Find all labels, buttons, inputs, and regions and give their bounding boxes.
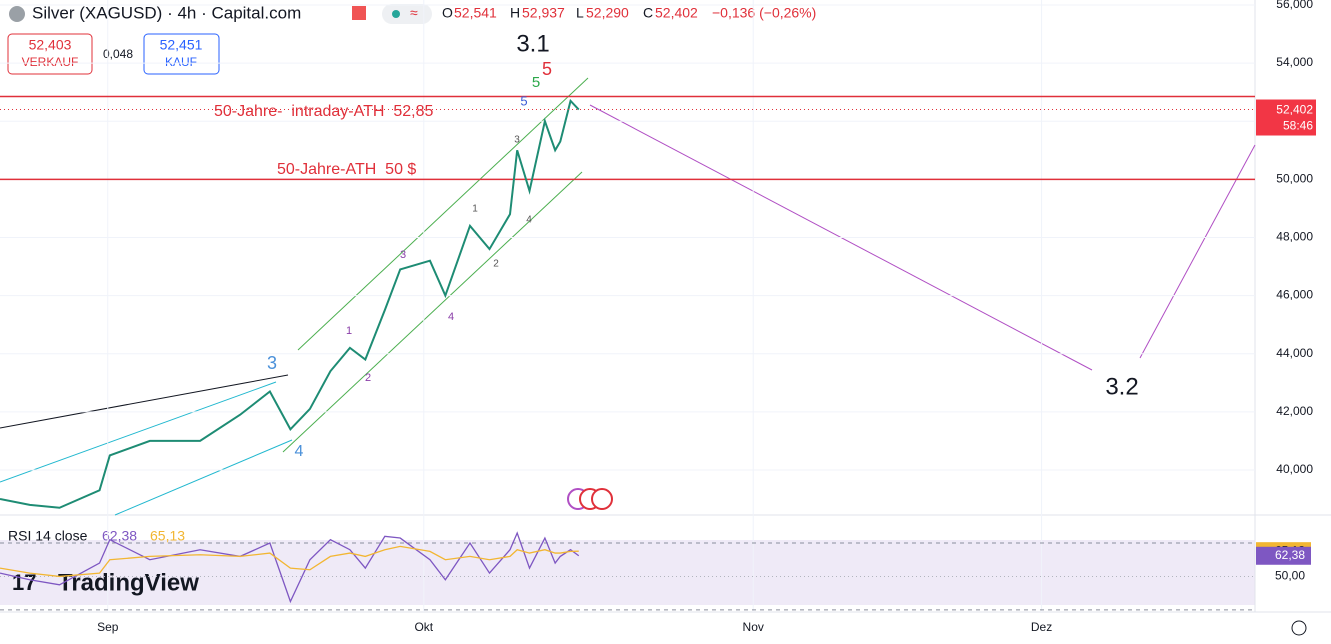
rsi-tick-label: 50,00 bbox=[1275, 569, 1305, 583]
y-tick-label: 54,000 bbox=[1276, 55, 1313, 69]
last-price-box bbox=[1256, 99, 1316, 136]
sell-label: VERKAUF bbox=[22, 55, 79, 69]
event-icon[interactable] bbox=[591, 488, 613, 510]
annotation: 5 bbox=[532, 74, 540, 91]
price-line bbox=[0, 98, 580, 509]
rsi-ma-value: 65,13 bbox=[150, 528, 185, 544]
x-tick-label: Nov bbox=[743, 620, 764, 634]
rsi-line bbox=[0, 545, 579, 578]
annotation: 4 bbox=[526, 215, 532, 226]
symbol: Silver (XAGUSD) · 4h · Capital.com bbox=[32, 3, 301, 22]
buy-label: KAUF bbox=[165, 55, 197, 69]
last-price: 52,402 bbox=[1276, 103, 1313, 117]
projection-line bbox=[1139, 144, 1256, 359]
annotation: 3.2 bbox=[1105, 373, 1138, 400]
channel-line bbox=[282, 171, 583, 453]
y-tick-label: 50,000 bbox=[1276, 171, 1313, 185]
settings-icon[interactable] bbox=[1291, 620, 1307, 636]
rsi-value-box bbox=[1256, 546, 1311, 565]
ohlc-value: 52,937 bbox=[522, 5, 565, 21]
annotation: 2 bbox=[365, 372, 371, 384]
annotation: 4 bbox=[448, 311, 454, 323]
ohlc-label: H bbox=[510, 5, 520, 21]
status-dot bbox=[392, 10, 400, 18]
annotation: 5 bbox=[520, 93, 527, 108]
annotation: 2 bbox=[493, 259, 499, 270]
y-tick-label: 42,000 bbox=[1276, 404, 1313, 418]
status-icon: ≈ bbox=[410, 5, 418, 21]
y-tick-label: 56,000 bbox=[1276, 0, 1313, 11]
logo: TradingView bbox=[58, 569, 199, 596]
status-pill[interactable] bbox=[382, 4, 432, 24]
flag-icon[interactable] bbox=[352, 6, 366, 20]
change: −0,136 (−0,26%) bbox=[712, 5, 816, 21]
annotation: 50-Jahre- intraday-ATH 52,85 bbox=[214, 103, 433, 120]
buy-price: 52,451 bbox=[160, 37, 203, 53]
rsi-line bbox=[0, 531, 580, 604]
trend-line bbox=[0, 374, 289, 429]
ohlc-value: 52,541 bbox=[454, 5, 497, 21]
x-tick-label: Okt bbox=[414, 620, 433, 634]
ohlc-value: 52,290 bbox=[586, 5, 629, 21]
annotation: 4 bbox=[295, 443, 304, 460]
countdown: 58:46 bbox=[1283, 119, 1313, 133]
x-tick-label: Sep bbox=[97, 620, 119, 634]
annotation: 1 bbox=[472, 204, 478, 215]
buy-button[interactable] bbox=[143, 33, 220, 75]
ohlc-label: C bbox=[643, 5, 653, 21]
rsi-axis-value: 62,38 bbox=[1275, 548, 1305, 562]
ohlc-value: 52,402 bbox=[655, 5, 698, 21]
y-tick-label: 40,000 bbox=[1276, 462, 1313, 476]
spread: 0,048 bbox=[103, 47, 133, 61]
symbol-icon bbox=[9, 6, 25, 22]
annotation: 1 bbox=[346, 325, 352, 337]
ohlc-label: L bbox=[576, 5, 584, 21]
channel-line bbox=[297, 77, 589, 351]
ohlc-label: O bbox=[442, 5, 453, 21]
x-tick-label: Dez bbox=[1031, 620, 1052, 634]
channel-line bbox=[114, 439, 293, 516]
annotation: 50-Jahre-ATH 50 $ bbox=[277, 161, 416, 178]
y-tick-label: 44,000 bbox=[1276, 346, 1313, 360]
annotation: 5 bbox=[542, 59, 552, 79]
channel-line bbox=[0, 381, 277, 483]
annotation: 3.1 bbox=[516, 30, 549, 57]
y-tick-label: 48,000 bbox=[1276, 230, 1313, 244]
sell-price: 52,403 bbox=[29, 37, 72, 53]
annotation: 3 bbox=[514, 135, 520, 146]
annotation: 3 bbox=[267, 353, 277, 373]
y-tick-label: 46,000 bbox=[1276, 288, 1313, 302]
sell-button[interactable] bbox=[7, 33, 93, 75]
annotation: 3 bbox=[400, 249, 406, 261]
rsi-title: RSI 14 close bbox=[8, 528, 88, 544]
